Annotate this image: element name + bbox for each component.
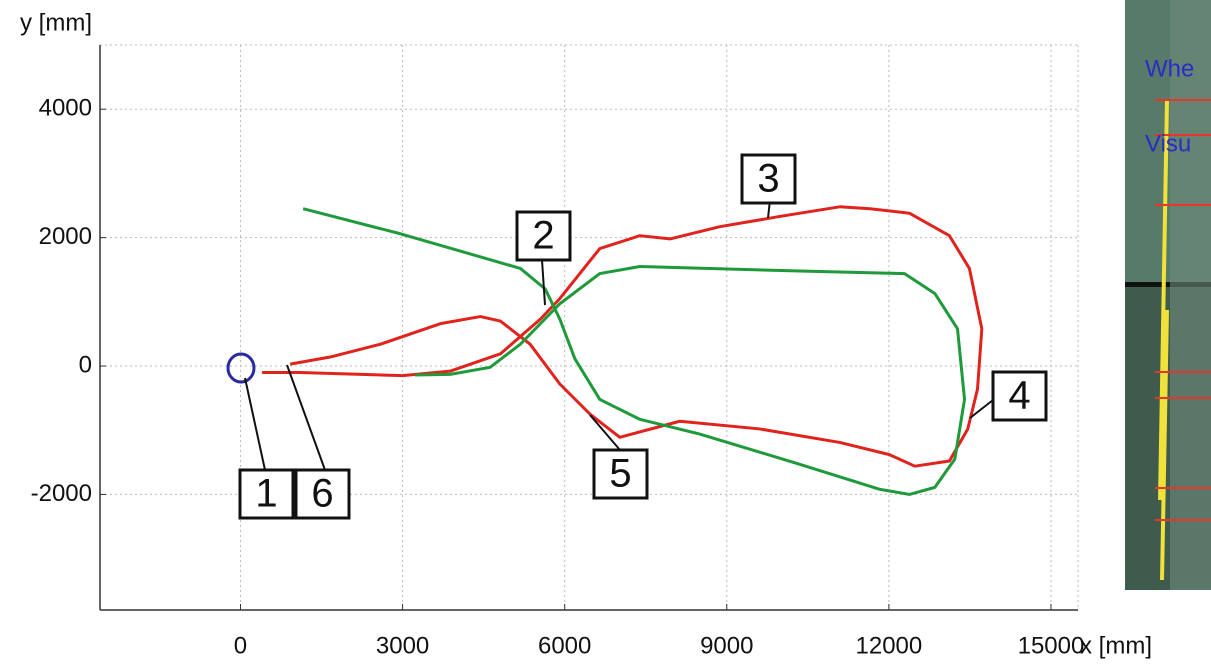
annotation-label: 3 [757, 157, 779, 201]
x-tick-label: 3000 [376, 632, 429, 659]
y-tick-label: 2000 [39, 223, 92, 250]
leader-line [542, 260, 545, 305]
x-tick-label: 9000 [700, 632, 753, 659]
annotation-label: 5 [609, 452, 631, 496]
inset-label: Whe [1145, 55, 1194, 82]
x-tick-label: 12000 [856, 632, 923, 659]
inset-photo: Whe Visu [1125, 0, 1211, 590]
annotation-label: 4 [1008, 374, 1030, 418]
start-marker [228, 354, 254, 382]
x-axis-label: x [mm] [1080, 632, 1152, 659]
x-tick-label: 6000 [538, 632, 591, 659]
chart: Whe Visu y [mm] x [mm] -2000 0 2000 4000 0 30… [0, 0, 1211, 666]
y-tick-label: 4000 [39, 95, 92, 122]
leader-line [245, 378, 265, 470]
trajectory-line [262, 207, 982, 466]
leader-line [287, 365, 325, 470]
annotation-label: 1 [255, 472, 277, 516]
y-axis-label: y [mm] [20, 9, 92, 36]
inset-label: Visu [1145, 130, 1191, 157]
x-tick-label: 15000 [1018, 632, 1085, 659]
annotation-label: 6 [311, 472, 333, 516]
y-tick-label: -2000 [31, 480, 92, 507]
annotation-label: 2 [532, 214, 554, 258]
x-tick-label: 0 [234, 632, 247, 659]
y-tick-label: 0 [79, 351, 92, 378]
